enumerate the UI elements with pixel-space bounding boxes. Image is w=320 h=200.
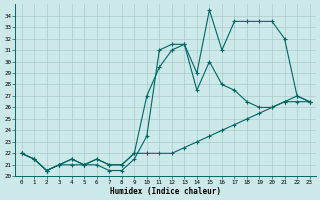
X-axis label: Humidex (Indice chaleur): Humidex (Indice chaleur) <box>110 187 221 196</box>
